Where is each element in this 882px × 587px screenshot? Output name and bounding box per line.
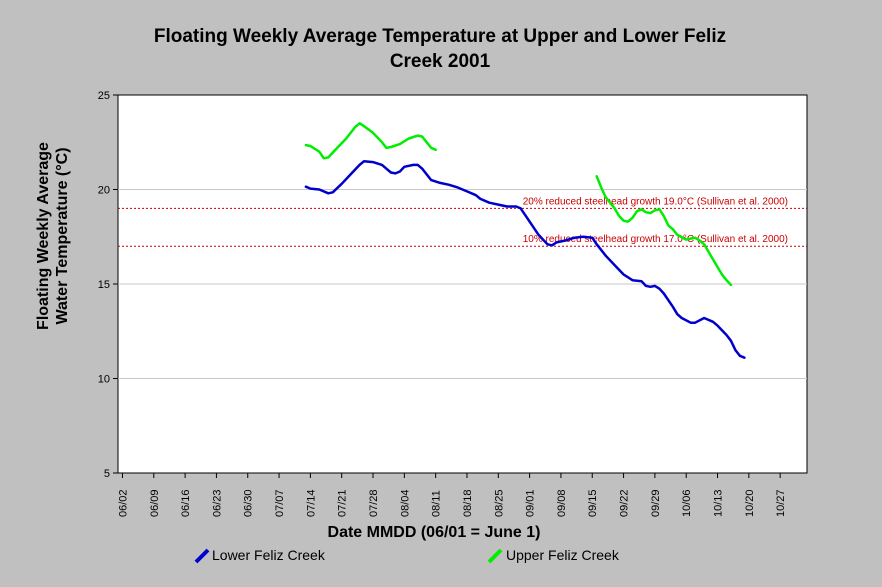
y-tick-label: 15 [98, 279, 110, 291]
x-tick-label: 06/23 [211, 489, 223, 517]
x-tick-label: 06/02 [117, 489, 129, 517]
reference-line-label: 20% reduced steelhead growth 19.0°C (Sul… [523, 196, 788, 207]
chart-title-line2: Creek 2001 [390, 51, 491, 72]
x-tick-label: 06/09 [149, 489, 161, 517]
x-tick-label: 10/27 [775, 489, 787, 517]
x-tick-label: 09/01 [525, 489, 537, 517]
x-axis: 06/02 06/09 06/16 06/23 06/30 07/07 07/14 07/21… [117, 473, 787, 517]
series-line-upper-feliz-summer [304, 122, 437, 160]
x-tick-label: 08/11 [431, 490, 443, 517]
x-tick-label: 07/28 [368, 489, 380, 517]
y-axis: 5 10 15 20 25 [98, 90, 118, 480]
x-axis-label: Date MMDD (06/01 = June 1) [328, 524, 541, 541]
x-tick-label: 09/15 [587, 489, 599, 517]
x-tick-label: 07/07 [274, 489, 286, 517]
reference-line-label: 10% reduced steelhead growth 17.0°C (Sul… [523, 234, 788, 245]
y-tick-label: 10 [98, 374, 110, 386]
series-line-lower-feliz [304, 159, 746, 359]
x-tick-label: 07/14 [305, 489, 317, 517]
reference-lines: 20% reduced steelhead growth 19.0°C (Sul… [118, 196, 807, 247]
x-tick-label: 06/16 [180, 489, 192, 517]
legend-label-lower: Lower Feliz Creek [212, 547, 326, 563]
y-tick-label: 5 [104, 468, 110, 480]
x-tick-label: 10/13 [713, 489, 725, 517]
x-tick-label: 08/04 [399, 489, 411, 517]
y-tick-label: 25 [98, 90, 110, 102]
legend: Lower Feliz Creek Upper Feliz Creek [194, 547, 620, 564]
x-tick-label: 06/30 [243, 489, 255, 517]
x-tick-label: 09/29 [650, 489, 662, 517]
data-series [304, 122, 746, 359]
legend-swatch-upper [487, 548, 503, 564]
chart-title-line1: Floating Weekly Average Temperature at U… [154, 26, 726, 47]
legend-label-upper: Upper Feliz Creek [506, 547, 620, 563]
x-tick-label: 08/25 [493, 489, 505, 517]
x-tick-label: 09/22 [619, 489, 631, 517]
x-tick-label: 10/06 [681, 489, 693, 517]
x-tick-label: 10/20 [744, 489, 756, 517]
legend-swatch-lower [194, 548, 210, 564]
x-tick-label: 07/21 [337, 489, 349, 517]
y-axis-label-line2: Water Temperature (°C) [54, 147, 71, 324]
y-axis-label-line1: Floating Weekly Average [35, 142, 52, 330]
x-tick-label: 08/18 [462, 489, 474, 517]
series-line-upper-feliz-fall [595, 175, 733, 287]
y-tick-label: 20 [98, 185, 110, 197]
x-tick-label: 09/08 [556, 489, 568, 517]
